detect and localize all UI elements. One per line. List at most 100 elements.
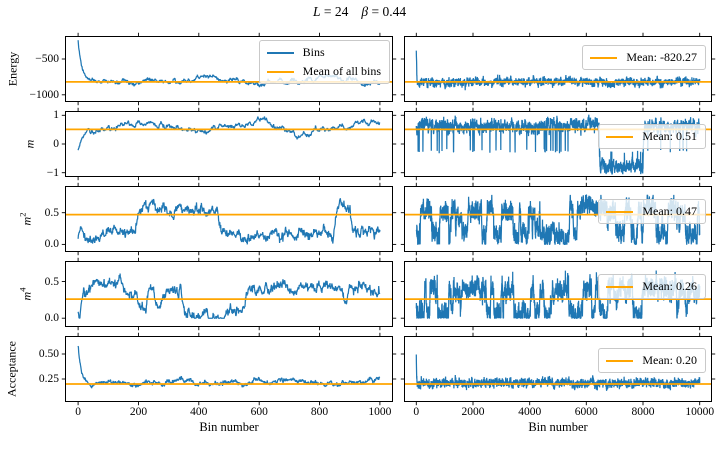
legend-entry: Mean: 0.20 xyxy=(606,351,697,370)
x-tick-label-right: 10000 xyxy=(685,406,715,418)
tick-marks xyxy=(400,257,716,331)
legend-label: Mean: -820.27 xyxy=(626,50,697,64)
legend-label: Mean: 0.20 xyxy=(642,353,697,367)
x-tick-label-right: 6000 xyxy=(574,406,598,418)
legend-entry: Mean of all bins xyxy=(266,62,381,81)
y-tick-label-m: 1 xyxy=(53,109,59,122)
legend-line-sample xyxy=(606,210,634,213)
title-val-L: 24 xyxy=(334,4,349,19)
y-tick-label-energy: −500 xyxy=(35,53,59,65)
legend-label: Mean: 0.47 xyxy=(642,204,697,218)
subplot-acceptance-right: Mean: 0.20 0 2000 4000 6000 8000 10000 xyxy=(400,332,716,418)
title-eq1: = xyxy=(320,4,335,19)
tick-marks xyxy=(61,107,397,181)
y-tick-label-m: 0 xyxy=(53,138,59,150)
axes-frame xyxy=(65,186,393,252)
y-axis-label-text: m xyxy=(19,216,34,226)
y-tick-label-acceptance: 0.50 xyxy=(38,348,59,360)
x-tick-label-right: 2000 xyxy=(461,406,485,418)
legend-entry: Mean: 0.51 xyxy=(606,127,697,146)
legend-entry: Bins xyxy=(266,43,381,62)
y-axis-label-acceptance: Acceptance xyxy=(5,341,20,397)
y-axis-label-text: Energy xyxy=(5,51,20,87)
series-line-acceptance-left xyxy=(77,345,381,389)
tick-marks xyxy=(61,182,397,256)
series-line-m4-left xyxy=(77,273,381,319)
y-axis-label-m4: m4 xyxy=(18,288,35,301)
tick-marks xyxy=(400,182,716,256)
tick-marks xyxy=(400,107,716,181)
tick-marks xyxy=(400,332,716,406)
y-axis-label-m: m xyxy=(23,140,38,149)
series-line-m2-left xyxy=(77,198,381,245)
legend-mean-m4: Mean: 0.26 xyxy=(598,274,706,300)
legend-line-sample xyxy=(266,51,294,54)
subplot-energy-right: Mean: -820.27 xyxy=(400,32,716,106)
tick-marks xyxy=(400,32,716,106)
x-tick-label-right: 0 xyxy=(413,406,420,418)
legend-line-sample xyxy=(606,359,634,362)
x-tick-label-left: 1000 xyxy=(368,406,392,418)
y-axis-label-text: m xyxy=(19,291,34,301)
y-axis-label-exponent: 4 xyxy=(17,287,28,292)
legend-line-sample xyxy=(590,56,618,59)
legend-mean-energy: Mean: -820.27 xyxy=(582,45,706,71)
y-tick-label-m4: 0.0 xyxy=(44,312,59,325)
x-tick-label-left: 200 xyxy=(129,406,148,418)
subplot-m4-left: 0.5 0.0 m4 xyxy=(18,257,397,331)
title-var-L: L xyxy=(312,4,321,19)
y-axis-label-exponent: 2 xyxy=(17,212,28,217)
axes-frame xyxy=(65,111,393,177)
subplot-energy-left: Bins Mean of all bins −500 −1000 Energy xyxy=(6,32,397,106)
axes-frame xyxy=(404,36,712,102)
subplot-m4-right: Mean: 0.26 xyxy=(400,257,716,331)
figure-title: L = 24 β = 0.44 xyxy=(0,4,719,20)
x-tick-label-left: 0 xyxy=(75,406,81,418)
y-tick-label-m4: 0.5 xyxy=(44,275,59,288)
legend-line-sample xyxy=(606,285,634,288)
legend-mean-acceptance: Mean: 0.20 xyxy=(598,348,706,374)
subplot-acceptance-left: 0.50 0.25 Acceptance 0 200 400 600 800 1000 xyxy=(5,332,397,418)
legend-mean-m: Mean: 0.51 xyxy=(598,124,706,150)
legend-label: Mean: 0.26 xyxy=(642,279,697,293)
subplot-m2-right: Mean: 0.47 xyxy=(400,182,716,256)
legend-line-sample xyxy=(606,135,634,138)
axes-frame xyxy=(65,36,393,102)
x-tick-label-right: 4000 xyxy=(518,406,542,418)
legend-label: Mean of all bins xyxy=(302,64,381,79)
legend-bins: Bins Mean of all bins xyxy=(258,40,390,85)
axes-frame xyxy=(404,261,712,327)
y-axis-label-text: m xyxy=(22,139,37,149)
legend-entry: Mean: 0.26 xyxy=(606,277,697,296)
y-tick-label-energy: −1000 xyxy=(29,88,60,101)
tick-marks xyxy=(61,332,397,406)
y-tick-label-m2: 0.0 xyxy=(44,238,59,251)
tick-marks xyxy=(61,32,397,106)
legend-entry: Mean: 0.47 xyxy=(606,202,697,221)
y-axis-label-text: Acceptance xyxy=(4,341,19,397)
x-tick-label-right: 8000 xyxy=(631,406,655,418)
x-axis-label-left: Bin number xyxy=(199,420,259,434)
y-tick-label-m2: 0.5 xyxy=(44,206,59,219)
legend-mean-m2: Mean: 0.47 xyxy=(598,199,706,225)
subplot-m-right: Mean: 0.51 xyxy=(400,107,716,181)
y-axis-label-m2: m2 xyxy=(18,213,35,226)
x-tick-label-left: 600 xyxy=(250,406,268,418)
y-tick-label-m: −1 xyxy=(46,166,59,179)
x-tick-label-left: 800 xyxy=(310,406,329,418)
y-axis-label-energy: Energy xyxy=(6,52,21,86)
tick-marks xyxy=(61,257,397,331)
legend-label: Mean: 0.51 xyxy=(642,129,697,143)
legend-line-sample xyxy=(266,70,294,73)
axes-frame xyxy=(65,336,393,402)
legend-entry: Mean: -820.27 xyxy=(590,48,697,67)
x-axis-label-right: Bin number xyxy=(528,420,588,434)
legend-label: Bins xyxy=(302,45,325,59)
subplot-m-left: 1 0 −1 m xyxy=(23,107,397,181)
axes-frame xyxy=(404,186,712,252)
axes-frame xyxy=(65,261,393,327)
axes-frame xyxy=(404,111,712,177)
series-line-m-left xyxy=(77,116,381,151)
title-eq2: = xyxy=(368,4,383,19)
